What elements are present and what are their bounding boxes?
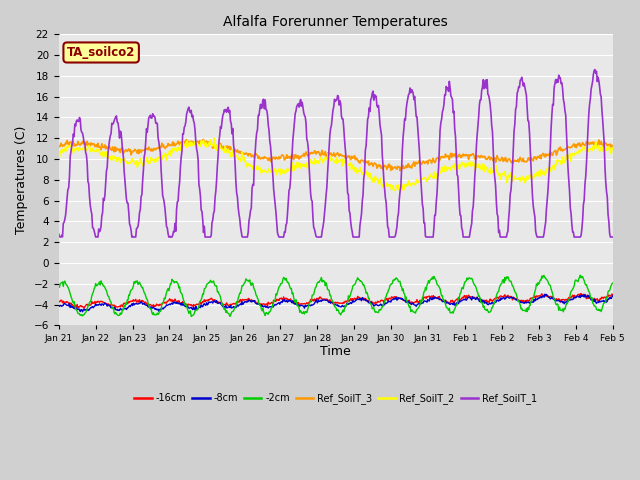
Ref_SoilT_3 xyxy=(421,161,429,167)
Ref_SoilT_1 xyxy=(591,67,599,72)
Line: Ref_SoilT_1: Ref_SoilT_1 xyxy=(59,70,612,237)
-8cm xyxy=(79,309,86,315)
Ref_SoilT_2 xyxy=(55,152,63,157)
Ref_SoilT_1 xyxy=(66,174,74,180)
-8cm xyxy=(420,298,428,304)
Ref_SoilT_2 xyxy=(65,143,72,149)
-16cm xyxy=(55,298,63,304)
Ref_SoilT_2 xyxy=(211,135,218,141)
Ref_SoilT_1 xyxy=(420,220,428,226)
-8cm xyxy=(541,291,548,297)
Text: TA_soilco2: TA_soilco2 xyxy=(67,46,135,59)
-8cm xyxy=(609,293,616,299)
Ref_SoilT_2 xyxy=(122,159,129,165)
Ref_SoilT_1 xyxy=(123,196,131,202)
Ref_SoilT_3 xyxy=(404,161,412,167)
Line: -2cm: -2cm xyxy=(59,275,612,316)
Ref_SoilT_2 xyxy=(207,139,215,145)
Ref_SoilT_1 xyxy=(179,131,186,137)
-8cm xyxy=(55,304,63,310)
-8cm xyxy=(65,303,72,309)
-2cm xyxy=(55,285,63,290)
-16cm xyxy=(80,305,88,311)
Ref_SoilT_2 xyxy=(609,145,616,151)
Ref_SoilT_3 xyxy=(609,143,616,148)
-16cm xyxy=(179,299,186,304)
Ref_SoilT_3 xyxy=(55,144,63,150)
X-axis label: Time: Time xyxy=(320,345,351,358)
Line: -8cm: -8cm xyxy=(59,294,612,312)
Ref_SoilT_1 xyxy=(404,96,412,102)
-2cm xyxy=(178,291,186,297)
Ref_SoilT_1 xyxy=(56,234,64,240)
-16cm xyxy=(420,294,428,300)
-2cm xyxy=(65,286,72,291)
-2cm xyxy=(404,300,412,305)
Ref_SoilT_3 xyxy=(208,144,216,149)
-8cm xyxy=(404,300,412,305)
Ref_SoilT_3 xyxy=(65,143,72,148)
-16cm xyxy=(404,298,412,304)
Ref_SoilT_3 xyxy=(122,147,129,153)
-2cm xyxy=(188,313,195,319)
Title: Alfalfa Forerunner Temperatures: Alfalfa Forerunner Temperatures xyxy=(223,15,448,29)
-8cm xyxy=(179,302,186,308)
Ref_SoilT_1 xyxy=(208,220,216,226)
Line: Ref_SoilT_3: Ref_SoilT_3 xyxy=(59,139,612,170)
-2cm xyxy=(208,280,216,286)
Legend: -16cm, -8cm, -2cm, Ref_SoilT_3, Ref_SoilT_2, Ref_SoilT_1: -16cm, -8cm, -2cm, Ref_SoilT_3, Ref_Soil… xyxy=(131,389,541,408)
Ref_SoilT_3 xyxy=(200,136,207,142)
Ref_SoilT_1 xyxy=(609,234,616,240)
-2cm xyxy=(577,272,584,278)
Ref_SoilT_2 xyxy=(404,178,412,184)
Ref_SoilT_2 xyxy=(178,144,186,150)
Ref_SoilT_2 xyxy=(390,188,397,193)
Ref_SoilT_3 xyxy=(396,168,404,173)
-2cm xyxy=(420,289,428,295)
Ref_SoilT_1 xyxy=(55,231,63,237)
-16cm xyxy=(609,292,616,298)
Ref_SoilT_3 xyxy=(178,140,186,145)
-16cm xyxy=(123,302,131,308)
-2cm xyxy=(122,300,129,306)
-8cm xyxy=(123,307,131,312)
-8cm xyxy=(208,299,216,305)
Line: -16cm: -16cm xyxy=(59,294,612,308)
-16cm xyxy=(577,291,585,297)
-16cm xyxy=(65,300,72,306)
Ref_SoilT_2 xyxy=(421,175,429,181)
-16cm xyxy=(208,296,216,302)
-2cm xyxy=(609,280,616,286)
Y-axis label: Temperatures (C): Temperatures (C) xyxy=(15,126,28,234)
Line: Ref_SoilT_2: Ref_SoilT_2 xyxy=(59,138,612,191)
